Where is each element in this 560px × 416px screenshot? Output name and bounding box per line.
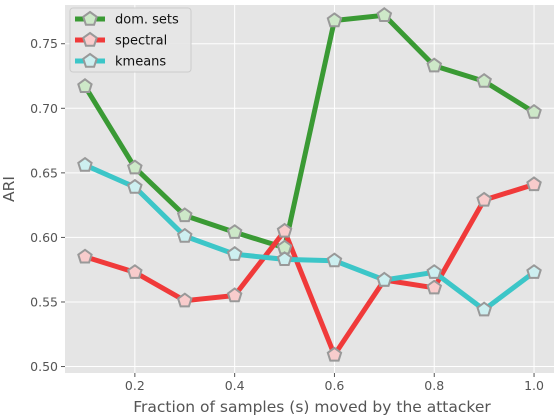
legend-label-kmeans: kmeans <box>115 55 166 70</box>
series-line-dom-sets <box>82 12 536 251</box>
data-point-kmeans <box>276 251 293 266</box>
y-axis-ticks: 0.50 0.55 0.60 0.65 0.70 0.75 <box>30 36 65 374</box>
x-axis-label: Fraction of samples (s) moved by the att… <box>133 398 491 416</box>
series-markers <box>77 7 542 362</box>
legend: dom. sets spectral kmeans <box>69 7 192 73</box>
y-tick-label: 0.65 <box>30 165 58 180</box>
data-point-spectral <box>526 176 542 192</box>
data-point-kmeans <box>176 227 193 243</box>
data-point-dom-sets <box>226 224 243 239</box>
data-point-dom-sets <box>476 72 492 88</box>
data-point-dom-sets <box>426 57 443 73</box>
data-point-kmeans <box>127 178 143 194</box>
legend-marker-spectral <box>82 31 98 47</box>
data-point-kmeans <box>226 245 243 261</box>
grid-lines <box>65 5 554 373</box>
legend-label-dom-sets: dom. sets <box>115 13 179 28</box>
y-tick-label: 0.50 <box>30 359 58 374</box>
data-point-dom-sets <box>127 159 143 175</box>
data-point-kmeans <box>526 264 542 279</box>
data-point-spectral <box>176 292 193 308</box>
legend-label-spectral: spectral <box>115 34 167 49</box>
data-point-dom-sets <box>77 78 93 93</box>
data-point-dom-sets <box>526 103 542 119</box>
legend-box <box>69 7 192 73</box>
data-point-kmeans <box>77 156 93 172</box>
data-point-dom-sets <box>376 7 393 22</box>
y-tick-label: 0.55 <box>30 294 58 309</box>
data-point-spectral <box>226 287 243 303</box>
data-point-kmeans <box>476 301 492 317</box>
data-point-dom-sets <box>176 207 193 223</box>
series-lines <box>82 12 536 358</box>
legend-marker-dom-sets <box>82 10 98 26</box>
data-point-spectral <box>77 248 93 264</box>
data-point-kmeans <box>426 264 443 279</box>
legend-marker-kmeans <box>82 52 98 68</box>
series-line-spectral <box>84 182 535 358</box>
y-tick-label: 0.70 <box>30 101 58 116</box>
x-tick-label: 0.4 <box>225 378 245 393</box>
x-tick-label: 0.2 <box>125 378 145 393</box>
data-point-kmeans <box>326 252 343 268</box>
data-point-dom-sets <box>326 12 343 28</box>
data-point-spectral <box>476 191 492 207</box>
series-line-kmeans <box>83 162 536 313</box>
data-point-spectral <box>426 279 443 295</box>
x-tick-label: 0.8 <box>424 378 444 393</box>
x-tick-label: 1.0 <box>524 378 544 393</box>
x-axis-ticks: 0.2 0.4 0.6 0.8 1.0 <box>125 373 544 393</box>
x-tick-label: 0.6 <box>325 378 345 393</box>
data-point-spectral <box>276 222 293 238</box>
y-tick-label: 0.75 <box>30 36 58 51</box>
y-axis-label: ARI <box>0 176 18 202</box>
y-tick-label: 0.60 <box>30 230 58 245</box>
data-point-spectral <box>326 346 343 362</box>
data-point-kmeans <box>376 271 393 287</box>
data-point-spectral <box>127 264 143 279</box>
